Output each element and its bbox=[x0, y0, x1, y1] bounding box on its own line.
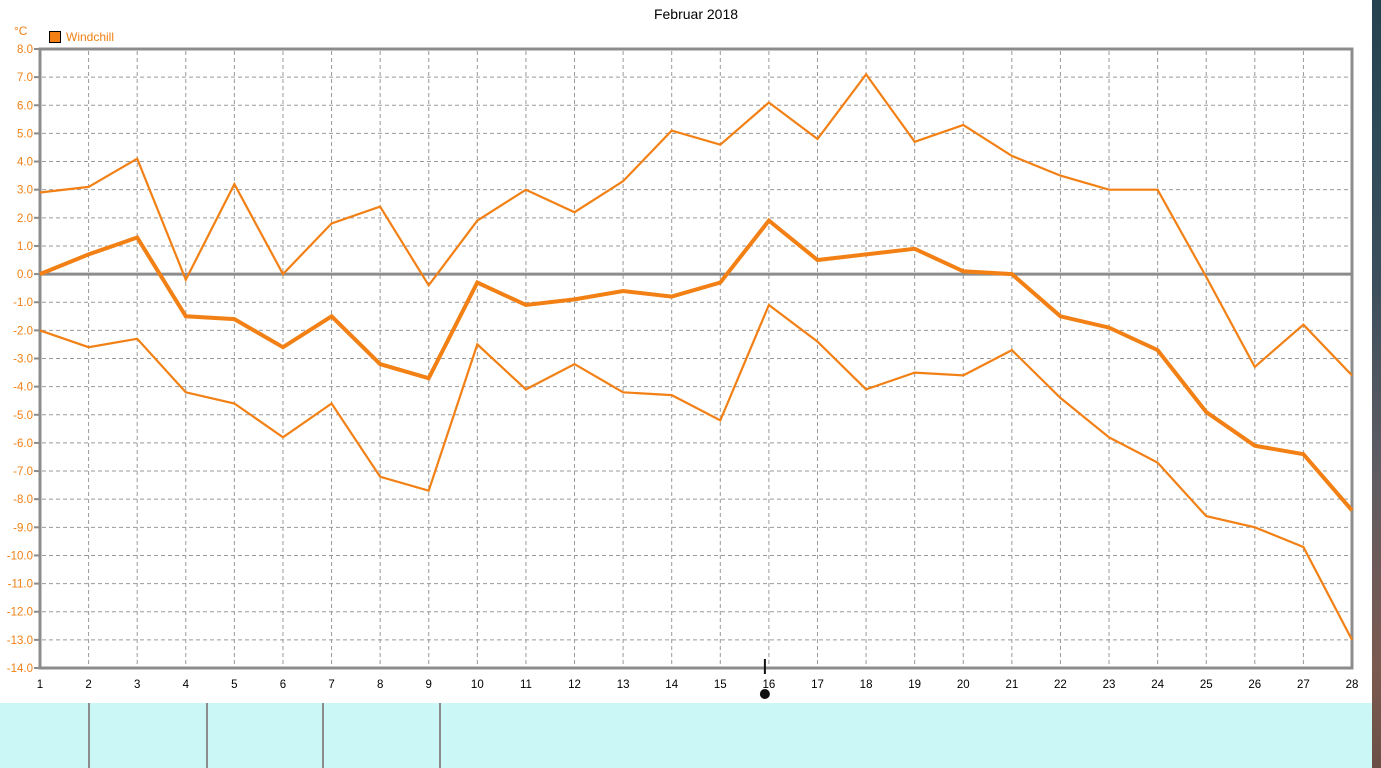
x-tick-label-day-23: 23 bbox=[1103, 679, 1116, 691]
x-tick-label-day-16: 16 bbox=[762, 679, 775, 691]
y-tick-label: -2.0 bbox=[13, 325, 33, 337]
statistics-table: MinWert °C MaxWert °C Durchschnitt °C 28… bbox=[0, 703, 1372, 768]
windchill-daily-max-line bbox=[39, 72, 1353, 377]
legend-label: Windchill bbox=[66, 29, 115, 44]
y-tick-label: -4.0 bbox=[13, 382, 33, 394]
y-tick-label: -11.0 bbox=[8, 579, 33, 591]
y-tick-label: -6.0 bbox=[13, 438, 33, 450]
x-tick-label-day-25: 25 bbox=[1200, 679, 1213, 691]
y-tick-label: 1.0 bbox=[17, 241, 33, 253]
y-tick-label: -5.0 bbox=[13, 410, 33, 422]
x-tick-label-day-28: 28 bbox=[1346, 679, 1359, 691]
y-tick-label: 2.0 bbox=[17, 213, 33, 225]
y-tick-label: -13.0 bbox=[7, 635, 33, 647]
day-cursor-dot[interactable] bbox=[759, 689, 770, 699]
y-tick-label: 7.0 bbox=[17, 72, 33, 84]
x-tick-label-day-13: 13 bbox=[617, 679, 630, 691]
x-tick-label-day-4: 4 bbox=[183, 679, 190, 691]
legend-swatch-windchill-icon bbox=[49, 31, 61, 43]
x-tick-label-day-11: 11 bbox=[520, 679, 532, 691]
windchill-chart-canvas[interactable]: 8.0 7.0 6.0 5.0 4.0 3.0 2.0 1.0 0.0 -1.0 -2.0 -3.0 -… bbox=[0, 0, 1372, 703]
y-tick-label: -12.0 bbox=[7, 607, 33, 619]
y-axis-unit-label: °C bbox=[14, 24, 28, 38]
desktop-wallpaper-strip bbox=[1372, 0, 1381, 768]
x-tick-label-day-15: 15 bbox=[714, 679, 727, 691]
x-tick-label-day-5: 5 bbox=[231, 679, 237, 691]
y-tick-label: -1.0 bbox=[13, 297, 33, 309]
x-tick-label-day-19: 19 bbox=[908, 679, 921, 691]
windchill-daily-mean-line bbox=[39, 217, 1354, 512]
x-tick-label-day-1: 1 bbox=[37, 679, 43, 691]
y-tick-label: 8.0 bbox=[17, 44, 33, 56]
y-tick-label: -14.0 bbox=[7, 663, 33, 675]
y-tick-label: -3.0 bbox=[13, 354, 33, 366]
y-tick-label: 4.0 bbox=[17, 157, 33, 169]
y-tick-label: 0.0 bbox=[17, 269, 33, 281]
legend: Windchill bbox=[49, 30, 114, 44]
x-tick-label-day-14: 14 bbox=[665, 679, 678, 691]
x-tick-label-day-12: 12 bbox=[568, 679, 581, 691]
x-tick-label-day-18: 18 bbox=[860, 679, 873, 691]
x-tick-label-day-6: 6 bbox=[280, 679, 286, 691]
table-divider bbox=[206, 703, 208, 768]
x-tick-label-day-26: 26 bbox=[1248, 679, 1261, 691]
table-divider bbox=[322, 703, 324, 768]
x-tick-label-day-22: 22 bbox=[1054, 679, 1067, 691]
y-tick-label: -10.0 bbox=[7, 550, 33, 562]
chart-title: Februar 2018 bbox=[653, 6, 739, 22]
y-tick-label: -8.0 bbox=[13, 494, 33, 506]
x-tick-label-day-8: 8 bbox=[377, 679, 383, 691]
x-tick-label-day-7: 7 bbox=[328, 679, 334, 691]
x-tick-label-day-21: 21 bbox=[1005, 679, 1018, 691]
x-tick-label-day-17: 17 bbox=[811, 679, 824, 691]
x-tick-label-day-27: 27 bbox=[1297, 679, 1310, 691]
table-divider bbox=[88, 703, 90, 768]
x-tick-label-day-9: 9 bbox=[426, 679, 432, 691]
table-divider bbox=[439, 703, 441, 768]
y-tick-label: -9.0 bbox=[13, 522, 33, 534]
y-tick-label: 3.0 bbox=[17, 185, 33, 197]
x-tick-label-day-10: 10 bbox=[471, 679, 484, 691]
plot-border bbox=[38, 47, 1354, 670]
x-tick-label-day-24: 24 bbox=[1151, 679, 1164, 691]
x-tick-label-day-3: 3 bbox=[134, 679, 140, 691]
y-tick-label: -7.0 bbox=[13, 466, 33, 478]
x-tick-label-day-20: 20 bbox=[957, 679, 970, 691]
y-tick-label: 5.0 bbox=[17, 128, 33, 140]
x-tick-label-day-2: 2 bbox=[85, 679, 91, 691]
y-tick-label: 6.0 bbox=[17, 100, 33, 112]
windchill-daily-min-line bbox=[39, 303, 1353, 641]
